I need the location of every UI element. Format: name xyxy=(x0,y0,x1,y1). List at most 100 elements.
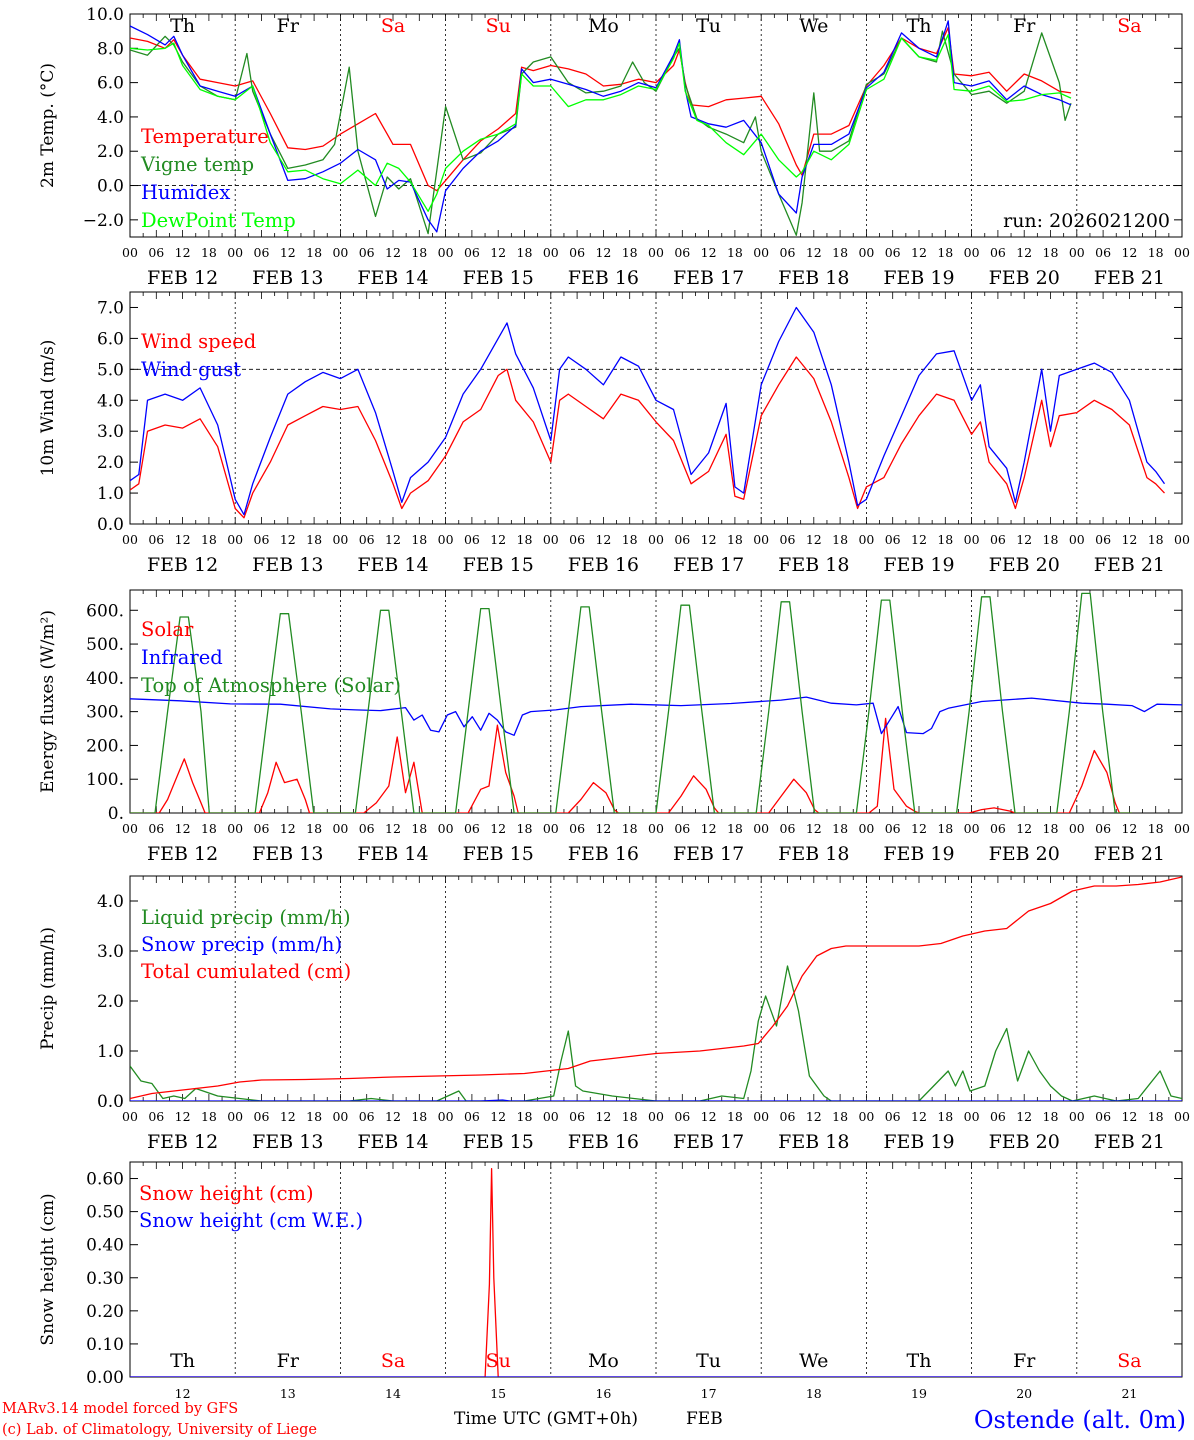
hour-label: 06 xyxy=(148,532,164,547)
hour-label: 18 xyxy=(1043,1109,1059,1124)
date-label: FEB 20 xyxy=(989,1131,1060,1153)
hour-label: 18 xyxy=(1148,245,1164,260)
y-tick-label: 3.0 xyxy=(97,422,124,442)
weekday-label: Tu xyxy=(696,1350,721,1372)
y-tick-label: 0. xyxy=(108,804,124,824)
y-tick-label: 0.60 xyxy=(86,1170,124,1190)
day-number: 16 xyxy=(595,1386,611,1401)
run-annotation: run: 2026021200 xyxy=(1003,210,1170,232)
date-label: FEB 15 xyxy=(463,267,534,289)
y-tick-label: 5.0 xyxy=(97,360,124,380)
hour-label: 00 xyxy=(1069,245,1085,260)
hour-label: 18 xyxy=(306,245,322,260)
hour-label: 06 xyxy=(674,821,690,836)
weekday-label: Su xyxy=(486,1350,511,1372)
date-label: FEB 17 xyxy=(673,267,744,289)
hour-label: 00 xyxy=(543,532,559,547)
month-label: FEB xyxy=(686,1409,723,1429)
hour-label: 00 xyxy=(964,1109,980,1124)
hour-label: 18 xyxy=(517,245,533,260)
precip-panel: 0.0 1.0 2.0 3.0 4.0 Precip (mm/h) 00 06 12 18 00 06… xyxy=(38,875,1190,1153)
day-number: 18 xyxy=(806,1386,822,1401)
hour-label: 00 xyxy=(1174,1109,1190,1124)
hour-label: 00 xyxy=(332,1109,348,1124)
legend-entry: Liquid precip (mm/h) xyxy=(141,906,351,929)
hour-label: 00 xyxy=(648,532,664,547)
series-liquid-precip-mm-h-line xyxy=(130,965,1182,1101)
hour-label: 12 xyxy=(490,532,506,547)
y-tick-label: 1.0 xyxy=(97,1042,124,1062)
y-tick-label: 8.0 xyxy=(97,39,124,59)
hour-label: 06 xyxy=(1095,1109,1111,1124)
hour-label: 18 xyxy=(727,1109,743,1124)
hour-label: 00 xyxy=(858,1109,874,1124)
model-credit: MARv3.14 model forced by GFS xyxy=(2,1401,238,1417)
hour-label: 06 xyxy=(885,245,901,260)
date-label: FEB 14 xyxy=(357,267,428,289)
hour-label: 06 xyxy=(359,532,375,547)
weekday-label: We xyxy=(799,15,828,37)
date-label: FEB 20 xyxy=(989,843,1060,865)
date-label: FEB 13 xyxy=(252,1131,323,1153)
hour-label: 00 xyxy=(543,1109,559,1124)
y-tick-label: 2.0 xyxy=(97,992,124,1012)
y-tick-label: 6.0 xyxy=(97,74,124,94)
legend-entry: Solar xyxy=(141,618,194,641)
hour-label: 06 xyxy=(780,532,796,547)
hour-label: 06 xyxy=(254,821,270,836)
hour-label: 00 xyxy=(227,1109,243,1124)
hour-label: 06 xyxy=(464,532,480,547)
temp-panel: −2.0 0.0 2.0 4.0 6.0 8.0 10.0 2m Temp. (°C) 00 06… xyxy=(38,5,1190,289)
hour-label: 06 xyxy=(359,821,375,836)
hour-label: 06 xyxy=(464,1109,480,1124)
day-number: 13 xyxy=(280,1386,296,1401)
y-tick-label: 0.30 xyxy=(86,1269,124,1289)
date-label: FEB 18 xyxy=(778,843,849,865)
day-number: 14 xyxy=(385,1386,401,1401)
hour-label: 12 xyxy=(1121,1109,1137,1124)
hour-label: 06 xyxy=(569,245,585,260)
y-tick-label: 300. xyxy=(86,703,124,723)
date-label: FEB 13 xyxy=(252,554,323,576)
date-label: FEB 19 xyxy=(883,267,954,289)
weekday-label: Sa xyxy=(381,1350,405,1372)
y-tick-label: 500. xyxy=(86,635,124,655)
hour-label: 06 xyxy=(990,1109,1006,1124)
hour-label: 18 xyxy=(1043,821,1059,836)
snow-panel: 0.00 0.10 0.20 0.30 0.40 0.50 0.60 Snow height … xyxy=(38,1161,1183,1401)
hour-label: 12 xyxy=(1121,532,1137,547)
footer: MARv3.14 model forced by GFS (c) Lab. of… xyxy=(2,1401,1186,1438)
hour-label: 18 xyxy=(1148,821,1164,836)
hour-label: 18 xyxy=(517,532,533,547)
y-tick-label: 0.50 xyxy=(86,1203,124,1223)
hour-label: 12 xyxy=(385,1109,401,1124)
hour-label: 00 xyxy=(648,821,664,836)
hour-label: 12 xyxy=(701,245,717,260)
hour-label: 00 xyxy=(332,245,348,260)
series-snow-height-cm-line xyxy=(130,1167,1182,1377)
legend-entry: Total cumulated (cm) xyxy=(141,960,351,983)
hour-label: 12 xyxy=(280,532,296,547)
hour-label: 06 xyxy=(990,821,1006,836)
hour-label: 00 xyxy=(438,532,454,547)
weekday-label: Sa xyxy=(381,15,405,37)
hour-label: 06 xyxy=(1095,532,1111,547)
weekday-label: Th xyxy=(907,1350,932,1372)
hour-label: 06 xyxy=(780,1109,796,1124)
date-label: FEB 17 xyxy=(673,554,744,576)
hour-label: 12 xyxy=(1016,821,1032,836)
legend-entry: Temperature xyxy=(141,125,269,148)
wind-panel: 0.0 1.0 2.0 3.0 4.0 5.0 6.0 7.0 10m Wind (m/s) 00… xyxy=(38,291,1190,576)
hour-label: 18 xyxy=(306,821,322,836)
y-axis-title: 2m Temp. (°C) xyxy=(38,63,58,188)
hour-label: 00 xyxy=(964,532,980,547)
series-total-cumulated-cm-line xyxy=(130,876,1182,1100)
hour-label: 12 xyxy=(385,821,401,836)
date-label: FEB 18 xyxy=(778,267,849,289)
hour-label: 00 xyxy=(858,245,874,260)
series-temperature-line xyxy=(130,27,1072,192)
y-tick-label: 0.10 xyxy=(86,1335,124,1355)
date-label: FEB 19 xyxy=(883,1131,954,1153)
y-tick-label: 0.00 xyxy=(86,1368,124,1388)
